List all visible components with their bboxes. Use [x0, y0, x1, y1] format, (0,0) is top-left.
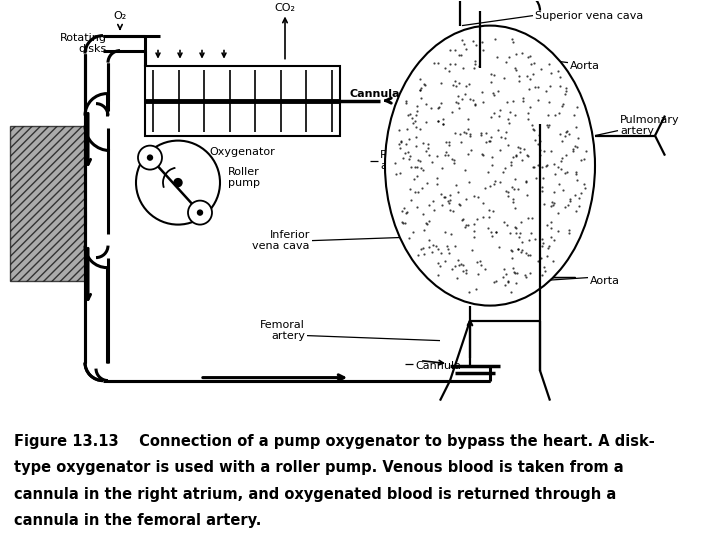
- Text: Superior vena cava: Superior vena cava: [535, 11, 643, 21]
- Circle shape: [188, 200, 212, 225]
- Text: Femoral
artery: Femoral artery: [260, 320, 305, 341]
- Circle shape: [148, 155, 153, 160]
- Bar: [145, 65, 340, 136]
- Ellipse shape: [385, 25, 595, 306]
- Text: Right
atrium: Right atrium: [380, 150, 417, 171]
- Text: Aorta: Aorta: [590, 275, 620, 286]
- Circle shape: [197, 210, 202, 215]
- Text: type oxygenator is used with a roller pump. Venous blood is taken from a: type oxygenator is used with a roller pu…: [14, 461, 624, 475]
- Text: Cannula: Cannula: [415, 361, 461, 370]
- Text: Figure 13.13    Connection of a pump oxygenator to bypass the heart. A disk-: Figure 13.13 Connection of a pump oxygen…: [14, 434, 654, 449]
- Text: Cannula: Cannula: [350, 89, 400, 99]
- Circle shape: [138, 146, 162, 170]
- Circle shape: [174, 179, 182, 187]
- Text: cannula in the femoral artery.: cannula in the femoral artery.: [14, 513, 261, 528]
- Text: O₂: O₂: [113, 11, 127, 21]
- Text: cannula in the right atrium, and oxygenated blood is returned through a: cannula in the right atrium, and oxygena…: [14, 487, 616, 502]
- Text: Rotating
disks: Rotating disks: [60, 33, 107, 55]
- Circle shape: [136, 140, 220, 225]
- Text: Oxygenator: Oxygenator: [210, 146, 275, 157]
- Text: CO₂: CO₂: [274, 3, 295, 12]
- Text: Pulmonary
artery: Pulmonary artery: [620, 115, 680, 137]
- Bar: [10, 126, 85, 281]
- Text: Aorta: Aorta: [570, 60, 600, 71]
- Text: Inferior
vena cava: Inferior vena cava: [253, 230, 310, 252]
- Text: Roller
pump: Roller pump: [228, 167, 260, 188]
